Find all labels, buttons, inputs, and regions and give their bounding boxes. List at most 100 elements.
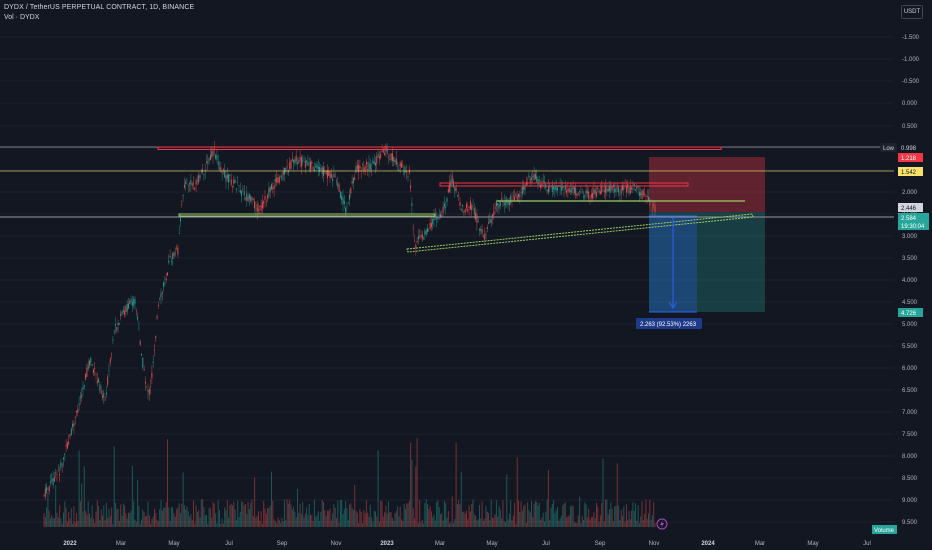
candle-body	[562, 185, 564, 189]
volume-bar	[306, 507, 308, 527]
volume-bar	[620, 509, 622, 527]
volume-bar	[529, 512, 531, 527]
candle-body	[260, 204, 262, 211]
candle-body	[220, 167, 222, 172]
volume-bar	[547, 469, 549, 527]
candle-body	[596, 192, 597, 197]
volume-bar	[494, 514, 496, 527]
yellow-level-tag: 1.542	[898, 167, 923, 176]
candle-body	[207, 161, 209, 164]
price-axis[interactable]: -1.500-1.000-0.5000.0000.5001.0001.5002.…	[902, 35, 920, 526]
volume-histogram	[43, 438, 656, 527]
volume-bar	[290, 504, 292, 527]
volume-bar	[434, 520, 436, 527]
resistance-line-mid[interactable]	[439, 182, 689, 187]
volume-bar	[386, 513, 388, 527]
volume-bar	[466, 510, 467, 527]
candle-body	[553, 187, 555, 190]
candle-body	[594, 189, 596, 194]
volume-bar	[102, 515, 103, 527]
candle-body	[277, 178, 279, 183]
candle-body	[368, 162, 370, 171]
candle-body	[150, 386, 152, 387]
volume-bar	[122, 503, 124, 527]
candle-body	[267, 195, 269, 199]
volume-bar	[635, 503, 636, 527]
candle-body	[372, 160, 374, 164]
volume-bar	[428, 508, 430, 527]
volume-bar	[310, 514, 311, 527]
measure-arrow-icon[interactable]	[649, 215, 697, 313]
volume-bar	[605, 499, 607, 527]
low-price-tag: Low 0.998	[880, 143, 923, 152]
price-tick-label: 5.000	[902, 322, 918, 328]
volume-bar	[346, 507, 348, 527]
candle-body	[47, 488, 49, 490]
volume-bar	[623, 506, 625, 527]
volume-bar	[254, 477, 256, 527]
volume-bar	[581, 515, 583, 527]
volume-bar	[76, 513, 77, 527]
candle-body	[544, 181, 545, 183]
volume-bar	[170, 507, 172, 527]
price-tick-label: 6.500	[902, 388, 918, 394]
volume-bar	[492, 518, 493, 527]
candle-body	[547, 186, 549, 193]
currency-selector-icon[interactable]: USDT	[901, 5, 923, 19]
volume-indicator-title[interactable]: Vol · DYDX	[4, 14, 40, 21]
candle-body	[109, 358, 111, 363]
candle-body	[644, 193, 646, 195]
volume-bar	[633, 511, 635, 527]
volume-bar	[385, 505, 387, 527]
grid	[0, 36, 894, 523]
candle-body	[437, 216, 439, 219]
candle-body	[147, 389, 149, 392]
volume-bar	[202, 499, 204, 527]
candle-body	[347, 203, 349, 205]
volume-bar	[212, 502, 214, 527]
candle-body	[303, 158, 305, 160]
candle-body	[349, 194, 350, 200]
candle-body	[512, 195, 514, 197]
resistance-line-top[interactable]	[157, 146, 722, 150]
volume-bar	[549, 520, 551, 527]
lightning-icon[interactable]	[656, 518, 668, 530]
volume-bar	[220, 523, 222, 527]
volume-bar	[107, 517, 109, 527]
candle-body	[438, 215, 440, 217]
candle-body	[520, 192, 522, 194]
volume-bar	[516, 457, 518, 527]
candle-body	[229, 175, 231, 176]
candle-body	[564, 185, 566, 190]
candle-body	[120, 314, 122, 317]
volume-bar	[594, 518, 596, 527]
candle-body	[488, 222, 490, 224]
volume-bar	[424, 503, 426, 527]
volume-bar	[380, 500, 382, 527]
candle-body	[55, 472, 57, 473]
support-line-long[interactable]	[178, 213, 436, 217]
candle-body	[384, 152, 386, 155]
volume-bar	[258, 511, 259, 527]
volume-bar	[562, 505, 564, 527]
volume-bar	[230, 503, 232, 527]
current-price-tag: 2.584 19:30:04	[898, 213, 929, 230]
price-tick-label: -1.500	[902, 35, 920, 41]
candle-body	[417, 236, 419, 240]
volume-bar	[226, 500, 228, 527]
candle-body	[222, 169, 224, 171]
time-axis[interactable]: 2022 Mar May Jul Sep Nov 2023 Mar May Jul Sep Nov 20…	[63, 541, 871, 547]
profit-target-zone[interactable]	[649, 212, 765, 312]
candle-body	[475, 212, 477, 220]
volume-bar	[56, 512, 58, 527]
volume-bar	[104, 520, 106, 527]
candle-body	[598, 190, 600, 193]
candle-body	[186, 179, 188, 181]
ascending-trendline[interactable]	[406, 213, 754, 253]
candle-body	[532, 175, 534, 178]
stop-loss-zone[interactable]	[649, 157, 765, 212]
candle-body	[615, 187, 617, 193]
symbol-title[interactable]: DYDX / TetherUS PERPETUAL CONTRACT, 1D, …	[4, 4, 195, 11]
volume-bar	[239, 511, 241, 527]
